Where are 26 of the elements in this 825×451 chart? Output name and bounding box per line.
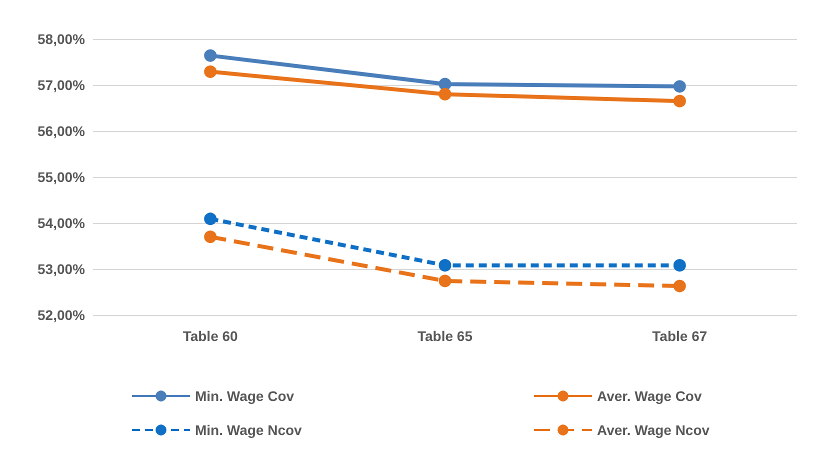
point [438, 274, 452, 288]
y-tick-label: 54,00% [38, 215, 86, 231]
point [204, 65, 217, 78]
point [673, 80, 686, 93]
legend-label: Min. Wage Cov [195, 388, 294, 404]
x-tick-label: Table 65 [418, 328, 473, 344]
point [673, 94, 686, 108]
y-tick-label: 56,00% [38, 123, 86, 139]
legend-label: Aver. Wage Cov [597, 388, 702, 404]
point [673, 259, 686, 272]
point [204, 212, 217, 226]
y-tick-label: 55,00% [38, 169, 86, 185]
y-tick-label: 52,00% [38, 307, 86, 323]
y-tick-label: 53,00% [38, 261, 86, 277]
point [438, 78, 452, 90]
y-tick-label: 58,00% [38, 31, 86, 47]
point [438, 259, 452, 272]
y-tick-label: 57,00% [38, 77, 86, 93]
point [204, 49, 217, 62]
legend-label: Aver. Wage Ncov [597, 422, 710, 438]
point [438, 88, 452, 100]
point [204, 230, 217, 244]
point [673, 280, 686, 292]
x-tick-label: Table 67 [652, 328, 708, 344]
legend-label: Min. Wage Ncov [195, 422, 302, 438]
x-tick-label: Table 60 [182, 328, 238, 344]
